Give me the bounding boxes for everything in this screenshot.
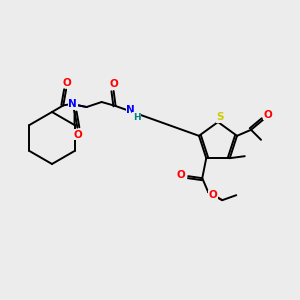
Text: S: S (216, 112, 224, 122)
Text: N: N (68, 99, 77, 109)
Text: O: O (74, 130, 83, 140)
Text: O: O (63, 78, 71, 88)
Text: N: N (126, 105, 135, 115)
Text: H: H (133, 112, 140, 122)
Text: O: O (109, 79, 118, 89)
Text: O: O (177, 170, 186, 180)
Text: O: O (264, 110, 272, 120)
Text: O: O (209, 190, 218, 200)
